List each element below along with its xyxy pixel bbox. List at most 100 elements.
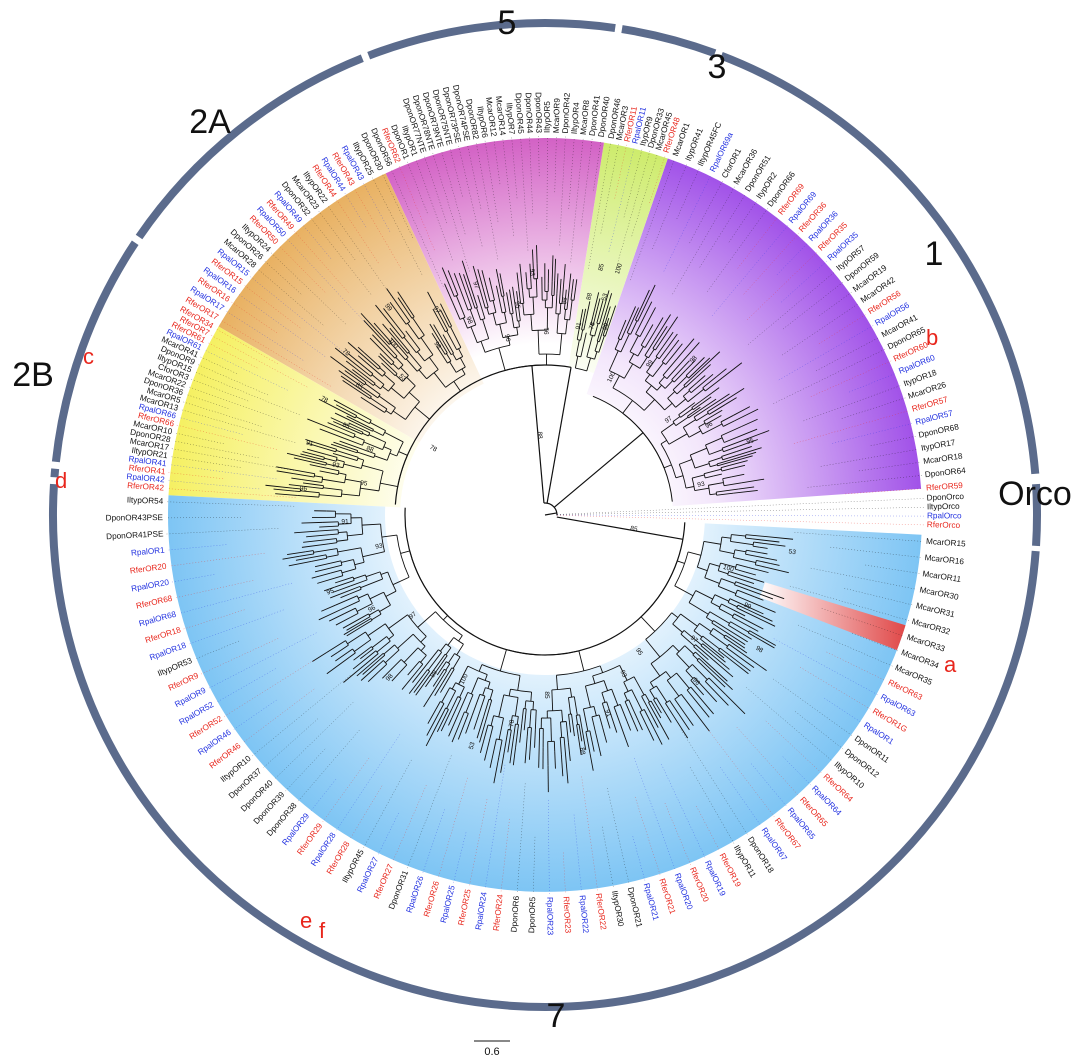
branch-radial [614, 338, 620, 350]
branch-radial [379, 654, 386, 661]
branch-radial [730, 540, 754, 546]
branch-arc [455, 682, 465, 688]
branch-radial [699, 622, 712, 632]
branch-radial [734, 408, 759, 422]
branch-radial [429, 323, 442, 343]
branch-radial [382, 323, 401, 345]
branch-radial [318, 446, 336, 453]
branch-radial [516, 272, 520, 287]
branch-radial [724, 397, 737, 405]
branch-radial [700, 645, 714, 657]
branch-arc [665, 700, 670, 704]
branch-radial [390, 323, 403, 339]
branch-radial [579, 730, 583, 742]
branch-radial [360, 646, 372, 656]
tip-connector [407, 161, 428, 214]
bootstrap-label: 78 [341, 348, 351, 358]
branch-radial [470, 326, 478, 343]
branch-radial [344, 607, 356, 614]
branch-radial [381, 362, 391, 372]
branch-radial [371, 613, 382, 621]
tip-connector [252, 674, 351, 756]
tip-connector [588, 141, 612, 269]
branch-radial [386, 288, 401, 309]
bootstrap-label: 97 [664, 415, 674, 425]
branch-radial [314, 567, 330, 573]
branch-radial [294, 469, 315, 475]
branch-arc [513, 326, 520, 329]
branch-radial [676, 386, 686, 395]
branch-radial [733, 489, 758, 494]
tip-connector [711, 224, 789, 316]
bootstrap-label: 53 [788, 548, 797, 556]
tip-connector [815, 336, 880, 372]
branch-radial [446, 330, 458, 350]
branch-radial [506, 292, 510, 307]
tip-connector [262, 718, 319, 769]
branch-radial [325, 640, 346, 654]
tip-connector [285, 748, 326, 792]
branch-radial [311, 572, 331, 579]
branch-radial [363, 320, 382, 340]
branch-radial [705, 475, 714, 479]
clade-1-sector [586, 158, 922, 507]
branch-radial [401, 668, 420, 690]
branch-radial [333, 399, 354, 411]
branch-arc [538, 353, 560, 356]
branch-radial [300, 490, 320, 494]
branch-radial [668, 433, 688, 445]
tip-connector [728, 200, 758, 243]
branch-radial [711, 622, 732, 637]
branch-radial [316, 484, 324, 487]
branch-radial [536, 245, 538, 264]
branch-radial [749, 630, 765, 640]
branch-radial [360, 620, 373, 628]
branch-radial [518, 286, 522, 304]
branch-radial [736, 445, 752, 452]
tip-connector [176, 424, 277, 450]
tip-connector [220, 319, 331, 387]
branch-radial [581, 725, 587, 751]
branch-arc [613, 704, 621, 708]
branch-radial [338, 426, 356, 435]
branch-radial [718, 570, 729, 575]
branch-radial [661, 422, 675, 433]
branch-radial [384, 431, 404, 443]
branch-radial [644, 694, 650, 703]
branch-radial [440, 655, 448, 665]
branch-radial [302, 451, 316, 456]
branch-radial [354, 561, 365, 566]
tip-connector [516, 783, 526, 893]
branch-radial [568, 697, 572, 715]
branch-radial [478, 285, 486, 309]
branch-radial [698, 422, 706, 428]
branch-radial [687, 717, 694, 726]
branch-radial [725, 627, 748, 643]
branch-radial [390, 342, 406, 361]
branch-radial [473, 711, 481, 730]
branch-radial [446, 690, 457, 709]
branch-radial [597, 298, 601, 307]
branch-radial [438, 703, 445, 714]
branch-radial [692, 664, 708, 680]
branch-radial [346, 415, 357, 422]
clade-shading [168, 138, 922, 892]
tip-connector [194, 640, 240, 660]
branch-radial [397, 297, 408, 312]
branch-radial [591, 738, 595, 752]
branch-radial [340, 375, 353, 385]
branch-radial [516, 716, 519, 725]
branch-radial [726, 387, 745, 400]
branch-radial [532, 701, 534, 710]
branch-radial [335, 579, 346, 584]
branch-radial [695, 373, 714, 389]
branch-radial [449, 361, 457, 373]
branch-radial [340, 410, 356, 419]
branch-radial [626, 306, 636, 327]
tip-connector [782, 756, 812, 786]
branch-radial [722, 362, 743, 379]
branch-radial [495, 285, 500, 298]
branch-radial [702, 423, 723, 435]
branch-radial [369, 652, 384, 666]
tree-branches [265, 245, 794, 793]
